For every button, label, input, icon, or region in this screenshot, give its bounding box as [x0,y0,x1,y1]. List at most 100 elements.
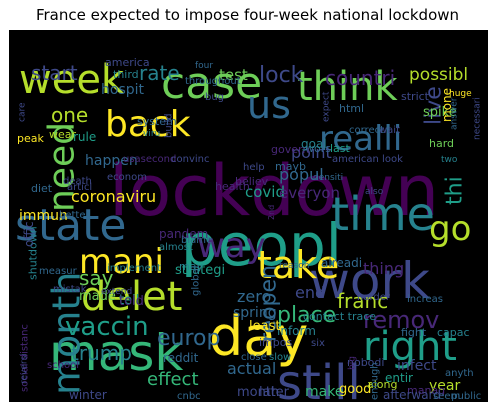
cloud-word: one [51,103,88,127]
cloud-word: actual [227,359,276,378]
cloud-word: third [113,68,139,81]
cloud-word: europ [157,326,220,351]
cloud-word: last [330,142,351,155]
cloud-word: day [209,305,308,368]
cloud-word: offic [22,221,36,247]
cloud-word: coronaviru [71,187,156,206]
cloud-word: alreadi [321,256,362,270]
cloud-word: four [195,61,213,71]
cloud-word: case [161,58,262,109]
cloud-word: manag [407,384,445,397]
cloud-word: thi [443,176,468,205]
cloud-word: take [257,243,339,287]
cloud-word: along [367,378,397,391]
cloud-word: anyth [445,368,474,379]
cloud-word: delet [81,274,182,320]
cloud-word: six [311,338,325,349]
cloud-word: extend [101,287,132,297]
cloud-word: wors [305,142,331,155]
cloud-word: impos [259,336,292,349]
cloud-word: close [241,352,267,363]
cloud-word: mayb [275,160,306,173]
cloud-word: care [18,102,28,122]
cloud-word: help [243,162,265,173]
cloud-word: inform [277,324,316,338]
cloud-word: tell [119,293,139,308]
cloud-word: answer [450,97,460,130]
cloud-word: lockdown [109,150,439,232]
cloud-word: measur [39,266,78,277]
cloud-word: two [441,155,458,165]
cloud-word: state [15,200,126,251]
cloud-word: goal [301,137,327,151]
cloud-word: strict [401,90,430,103]
cloud-word: big [348,356,358,370]
cloud-word: reopen [257,265,282,342]
cloud-word: harder [357,292,391,303]
cloud-word: implement [107,263,161,274]
cloud-word: way [197,226,266,266]
cloud-word: remov [363,306,439,334]
cloud-word: american look [332,154,403,165]
cloud-word: usasecond [123,154,176,165]
cloud-word: enough [370,362,381,400]
cloud-word: effect [147,369,199,390]
cloud-word: popul [279,165,324,184]
cloud-word: social distanc [20,324,31,392]
cloud-word: viru [143,129,160,139]
cloud-word: capac [437,326,470,339]
cloud-word: year [429,378,460,394]
cloud-word: realli [319,119,402,159]
cloud-word: shutdown [26,226,39,280]
cloud-word: happen [85,153,138,169]
cloud-word: month [44,272,88,395]
cloud-word: slow [269,352,291,363]
cloud-word: expect [322,91,332,122]
cloud-word: blame [181,235,212,246]
cloud-word: live [422,86,447,125]
cloud-word: everyon [279,184,340,202]
cloud-word: system [137,115,177,128]
cloud-word: mistak [53,284,87,295]
cloud-word: say [79,266,114,290]
cloud-word: start [31,61,78,85]
cloud-word: place [277,303,336,328]
cloud-word: global [191,266,202,297]
cloud-word: spike [423,105,457,120]
cloud-word: better [59,210,90,221]
cloud-word: test [219,66,248,84]
cloud-word: reason [279,261,309,271]
cloud-word: public [451,391,481,402]
cloud-word: wear [49,128,77,141]
cloud-word: told [119,294,144,309]
cloud-word: go [429,209,471,249]
cloud-word: strategi [175,263,225,278]
cloud-word: reversi [20,353,30,384]
cloud-word: good [339,382,371,397]
cloud-word: increas [407,294,443,305]
cloud-word: econom [107,172,147,183]
cloud-word: end [295,283,325,302]
cloud-word: peak [17,132,44,145]
cloud-word: mone [440,88,454,122]
cloud-word: 2nd [267,205,276,220]
cloud-word: still [277,355,361,402]
cloud-word: work [309,252,430,310]
cloud-word: hard [429,137,454,150]
cloud-word: build [164,113,175,138]
cloud-word: infect [397,358,437,374]
cloud-word: may [179,260,203,273]
cloud-word: vaccin [65,312,149,342]
cloud-word: nobodi [347,356,384,369]
cloud-word: later [259,385,290,400]
cloud-word: rule [73,130,96,144]
cloud-word: health [215,180,250,193]
cloud-word: immun [19,208,68,224]
cloud-word: entir [385,371,413,385]
cloud-word: also [365,187,384,197]
cloud-word: afterward [383,388,441,402]
cloud-word: articl [67,182,92,193]
cloud-word: pandem [159,227,208,241]
cloud-word: govern [271,143,309,156]
